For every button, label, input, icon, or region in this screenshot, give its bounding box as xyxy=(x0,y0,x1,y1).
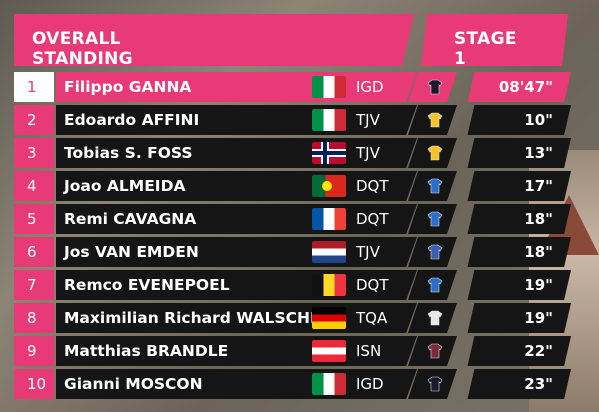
rider-cell: Tobias S. FOSS TJV xyxy=(56,138,417,168)
team-code: TQA xyxy=(356,309,388,327)
rider-cell: Filippo GANNA IGD xyxy=(56,72,417,102)
team-code: TJV xyxy=(356,144,380,162)
rider-name: Jos VAN EMDEN xyxy=(64,243,199,261)
rider-cell: Remco EVENEPOEL DQT xyxy=(56,270,417,300)
time-cell: 17" xyxy=(467,171,571,201)
rider-cell: Matthias BRANDLE ISN xyxy=(56,336,417,366)
team-jersey-icon xyxy=(427,244,443,260)
portugal-flag-icon xyxy=(312,175,346,197)
gap-time: 23" xyxy=(524,375,553,393)
rank-number: 1 xyxy=(14,72,54,102)
netherlands-flag-icon xyxy=(312,241,346,263)
rider-cell: Gianni MOSCON IGD xyxy=(56,369,417,399)
rider-name: Matthias BRANDLE xyxy=(64,342,229,360)
team-jersey-icon xyxy=(427,211,443,227)
header-title-panel xyxy=(14,14,414,66)
rank-number: 3 xyxy=(14,138,54,168)
time-cell: 19" xyxy=(467,270,571,300)
table-row: 4 Joao ALMEIDA DQT 17" xyxy=(14,171,571,201)
time-cell: 23" xyxy=(467,369,571,399)
rider-name: Joao ALMEIDA xyxy=(64,177,186,195)
table-row: 5 Remi CAVAGNA DQT 18" xyxy=(14,204,571,234)
header-stage-panel xyxy=(421,14,568,66)
table-row: 7 Remco EVENEPOEL DQT 19" xyxy=(14,270,571,300)
rider-name: Maximilian Richard WALSCHEID xyxy=(64,309,340,327)
table-row: 8 Maximilian Richard WALSCHEID TQA 19" xyxy=(14,303,571,333)
team-code: DQT xyxy=(356,177,389,195)
rider-cell: Edoardo AFFINI TJV xyxy=(56,105,417,135)
rank-number: 6 xyxy=(14,237,54,267)
team-jersey-icon xyxy=(427,277,443,293)
gap-time: 10" xyxy=(524,111,553,129)
rider-name: Remi CAVAGNA xyxy=(64,210,197,228)
team-code: TJV xyxy=(356,111,380,129)
team-jersey-icon xyxy=(427,343,443,359)
rider-cell: Remi CAVAGNA DQT xyxy=(56,204,417,234)
rank-number: 10 xyxy=(14,369,54,399)
france-flag-icon xyxy=(312,208,346,230)
rider-cell: Jos VAN EMDEN TJV xyxy=(56,237,417,267)
team-jersey-icon xyxy=(427,376,443,392)
team-code: DQT xyxy=(356,276,389,294)
rider-name: Gianni MOSCON xyxy=(64,375,203,393)
rank-number: 2 xyxy=(14,105,54,135)
italy-flag-icon xyxy=(312,373,346,395)
gap-time: 17" xyxy=(524,177,553,195)
team-jersey-icon xyxy=(427,145,443,161)
rider-name: Filippo GANNA xyxy=(64,78,192,96)
team-jersey-icon xyxy=(427,79,443,95)
team-code: IGD xyxy=(356,78,384,96)
rider-cell: Joao ALMEIDA DQT xyxy=(56,171,417,201)
team-code: IGD xyxy=(356,375,384,393)
austria-flag-icon xyxy=(312,340,346,362)
jersey-cell xyxy=(408,237,457,267)
team-code: TJV xyxy=(356,243,380,261)
rider-name: Tobias S. FOSS xyxy=(64,144,193,162)
rider-name: Remco EVENEPOEL xyxy=(64,276,230,294)
gap-time: 18" xyxy=(524,210,553,228)
team-jersey-icon xyxy=(427,310,443,326)
table-row: 3 Tobias S. FOSS TJV 13" xyxy=(14,138,571,168)
rank-number: 5 xyxy=(14,204,54,234)
time-cell: 08'47" xyxy=(467,72,571,102)
germany-flag-icon xyxy=(312,307,346,329)
gap-time: 22" xyxy=(524,342,553,360)
table-row: 6 Jos VAN EMDEN TJV 18" xyxy=(14,237,571,267)
team-jersey-icon xyxy=(427,178,443,194)
table-row: 2 Edoardo AFFINI TJV 10" xyxy=(14,105,571,135)
rank-number: 4 xyxy=(14,171,54,201)
gap-time: 19" xyxy=(524,309,553,327)
team-code: DQT xyxy=(356,210,389,228)
time-cell: 19" xyxy=(467,303,571,333)
rider-name: Edoardo AFFINI xyxy=(64,111,200,129)
belgium-flag-icon xyxy=(312,274,346,296)
header-title: OVERALL STANDING xyxy=(32,29,133,69)
table-row: 1 Filippo GANNA IGD 08'47" xyxy=(14,72,571,102)
team-jersey-icon xyxy=(427,112,443,128)
italy-flag-icon xyxy=(312,109,346,131)
norway-flag-icon xyxy=(312,142,346,164)
time-cell: 18" xyxy=(467,204,571,234)
time-cell: 22" xyxy=(467,336,571,366)
time-cell: 10" xyxy=(467,105,571,135)
gap-time: 13" xyxy=(524,144,553,162)
rider-cell: Maximilian Richard WALSCHEID TQA xyxy=(56,303,417,333)
time-cell: 18" xyxy=(467,237,571,267)
gap-time: 19" xyxy=(524,276,553,294)
rank-number: 9 xyxy=(14,336,54,366)
italy-flag-icon xyxy=(312,76,346,98)
gap-time: 18" xyxy=(524,243,553,261)
gap-time: 08'47" xyxy=(498,78,553,96)
time-cell: 13" xyxy=(467,138,571,168)
team-code: ISN xyxy=(356,342,382,360)
rank-number: 8 xyxy=(14,303,54,333)
rank-number: 7 xyxy=(14,270,54,300)
table-row: 9 Matthias BRANDLE ISN 22" xyxy=(14,336,571,366)
header-stage: STAGE 1 xyxy=(454,29,517,69)
table-row: 10 Gianni MOSCON IGD 23" xyxy=(14,369,571,399)
